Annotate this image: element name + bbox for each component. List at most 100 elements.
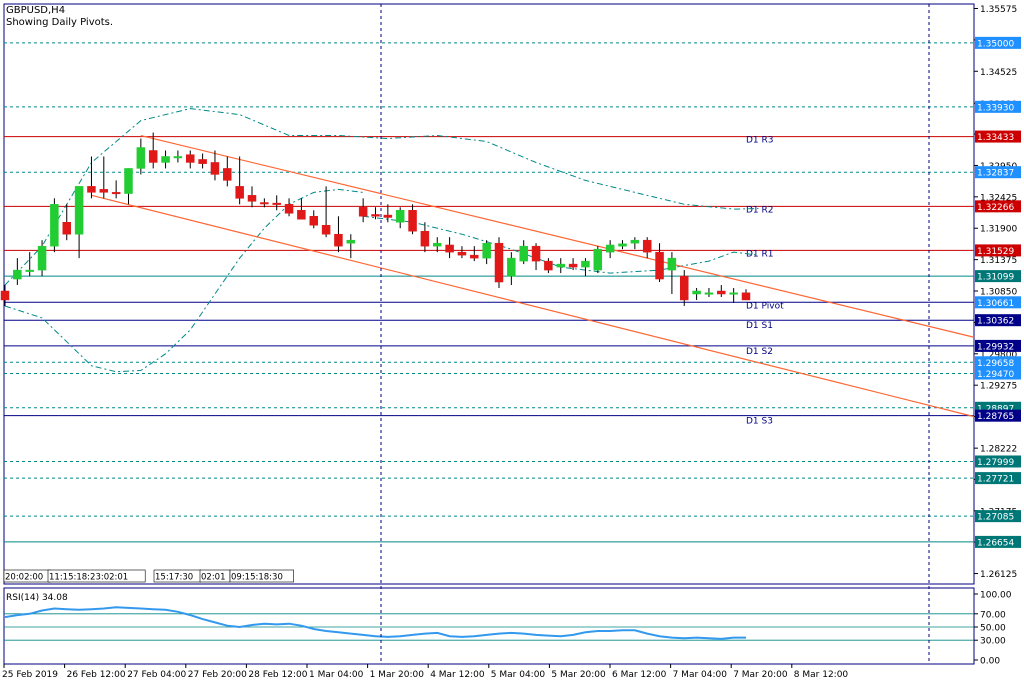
candle-body	[494, 242, 504, 283]
pivot-name: D1 R2	[746, 205, 774, 215]
price-level-tag-label: 1.27721	[977, 475, 1014, 485]
price-level-tag	[975, 36, 1021, 49]
candle-body	[260, 202, 269, 205]
price-level-tag-label: 1.33930	[977, 103, 1014, 113]
y-tick-label: 1.30850	[980, 288, 1017, 298]
pivot-name: D1 S2	[746, 347, 773, 357]
candle-body	[519, 245, 528, 262]
price-level-tag-label: 1.32266	[977, 203, 1014, 213]
x-tick-label: 5 Mar 20:00	[551, 670, 606, 680]
price-level-tag-label: 1.29932	[977, 342, 1014, 352]
candle-body	[482, 242, 491, 259]
rsi-label: RSI(14) 34.08	[6, 593, 68, 603]
candle-body	[395, 210, 405, 223]
price-level-tag	[975, 314, 1021, 327]
price-level-tag-label: 1.33433	[977, 133, 1014, 143]
time-label: 15:17:30	[155, 573, 193, 583]
time-label: 02:01	[201, 573, 226, 583]
candle-body	[297, 210, 306, 220]
rsi-frame	[3, 587, 975, 665]
price-level-tag	[975, 510, 1021, 523]
candle-body	[581, 260, 590, 268]
x-tick-label: 1 Mar 20:00	[370, 670, 425, 680]
candle-body	[87, 186, 96, 193]
candle-body	[198, 159, 207, 164]
rsi-tick-label: 100.00	[980, 591, 1012, 601]
time-label: 20:02:00	[5, 573, 43, 583]
candle-body	[630, 239, 640, 244]
x-tick-label: 6 Mar 12:00	[612, 670, 667, 680]
candle-body	[37, 245, 47, 271]
price-level-tag	[975, 200, 1021, 213]
x-tick-label: 26 Feb 12:00	[67, 670, 126, 680]
rsi-panel: 100.00 70.00 50.00 30.00 0.00	[3, 587, 1012, 667]
candle-body	[346, 239, 356, 244]
price-level-tag	[975, 244, 1021, 257]
x-tick-label: 8 Mar 12:00	[794, 670, 849, 680]
rsi-tick-label: 0.00	[980, 657, 1000, 667]
pivot-name: D1 S1	[746, 321, 773, 331]
pivot-name: D1 Pivot	[746, 301, 784, 311]
candle-body	[383, 214, 393, 218]
price-level-tag-label: 1.28897	[977, 404, 1014, 414]
time-axis: 25 Feb 2019 26 Feb 12:00 27 Feb 04:00 27 Fe…	[2, 664, 848, 680]
x-tick-label: 5 Mar 04:00	[491, 670, 546, 680]
candle-body	[235, 186, 244, 199]
candle-body	[309, 216, 318, 226]
candle-body	[568, 263, 578, 268]
price-level-tag-label: 1.28765	[977, 412, 1014, 422]
candle-body	[507, 257, 516, 277]
candle-body	[470, 254, 479, 259]
price-level-tag	[975, 409, 1021, 422]
candle-body	[136, 147, 146, 169]
y-tick-label: 1.26125	[980, 570, 1017, 580]
time-label-box	[229, 569, 294, 583]
rsi-line	[4, 606, 746, 640]
candle-body	[618, 243, 627, 247]
price-level-tag	[975, 270, 1021, 283]
price-level-tag-label: 1.31529	[977, 247, 1014, 257]
candle-body	[642, 239, 652, 253]
candle-body	[321, 224, 331, 235]
candle-body	[74, 186, 84, 235]
candle-body	[605, 244, 615, 253]
price-level-tag	[975, 166, 1021, 179]
pivot-name: D1 S3	[746, 417, 773, 427]
candle-body	[247, 195, 257, 202]
candle-body	[358, 207, 368, 217]
price-level-tag-label: 1.30362	[977, 317, 1014, 327]
candle-body	[210, 162, 220, 175]
rsi-tick-label: 30.00	[980, 637, 1006, 647]
candle-body	[284, 204, 294, 214]
candle-body	[124, 168, 133, 194]
price-level-tag-label: 1.35000	[977, 39, 1014, 49]
candle-body	[667, 257, 677, 271]
price-level-tag	[975, 339, 1021, 352]
chart-symbol: GBPUSD,H4	[6, 5, 65, 16]
pivot-name: D1 R1	[746, 249, 774, 259]
price-level-tag	[975, 296, 1021, 309]
candle-body	[556, 263, 565, 268]
price-level-tag-label: 1.27999	[977, 458, 1014, 468]
candle-body	[186, 154, 195, 163]
candle-body	[25, 269, 34, 272]
price-level-tag	[975, 130, 1021, 143]
candle-body	[0, 290, 10, 301]
candle-body	[433, 242, 442, 247]
candle-body	[371, 214, 380, 217]
candle-body	[457, 251, 467, 256]
candle-body	[593, 248, 603, 271]
candle-body	[223, 168, 232, 181]
candle-body	[272, 202, 281, 205]
y-tick-label: 1.28222	[980, 445, 1017, 455]
envelope-upper-line	[4, 108, 759, 286]
time-label: 09:15:18:30	[231, 573, 283, 583]
price-level-tag-label: 1.29470	[977, 370, 1014, 380]
candle-body	[50, 204, 59, 247]
candle-body	[111, 192, 121, 195]
time-label: 11:15:18:23:02:01	[49, 573, 128, 583]
envelope-lower-line	[4, 188, 364, 373]
price-level-tag	[975, 367, 1021, 380]
y-tick-label: 1.34525	[980, 68, 1017, 78]
x-tick-label: 28 Feb 12:00	[248, 670, 307, 680]
